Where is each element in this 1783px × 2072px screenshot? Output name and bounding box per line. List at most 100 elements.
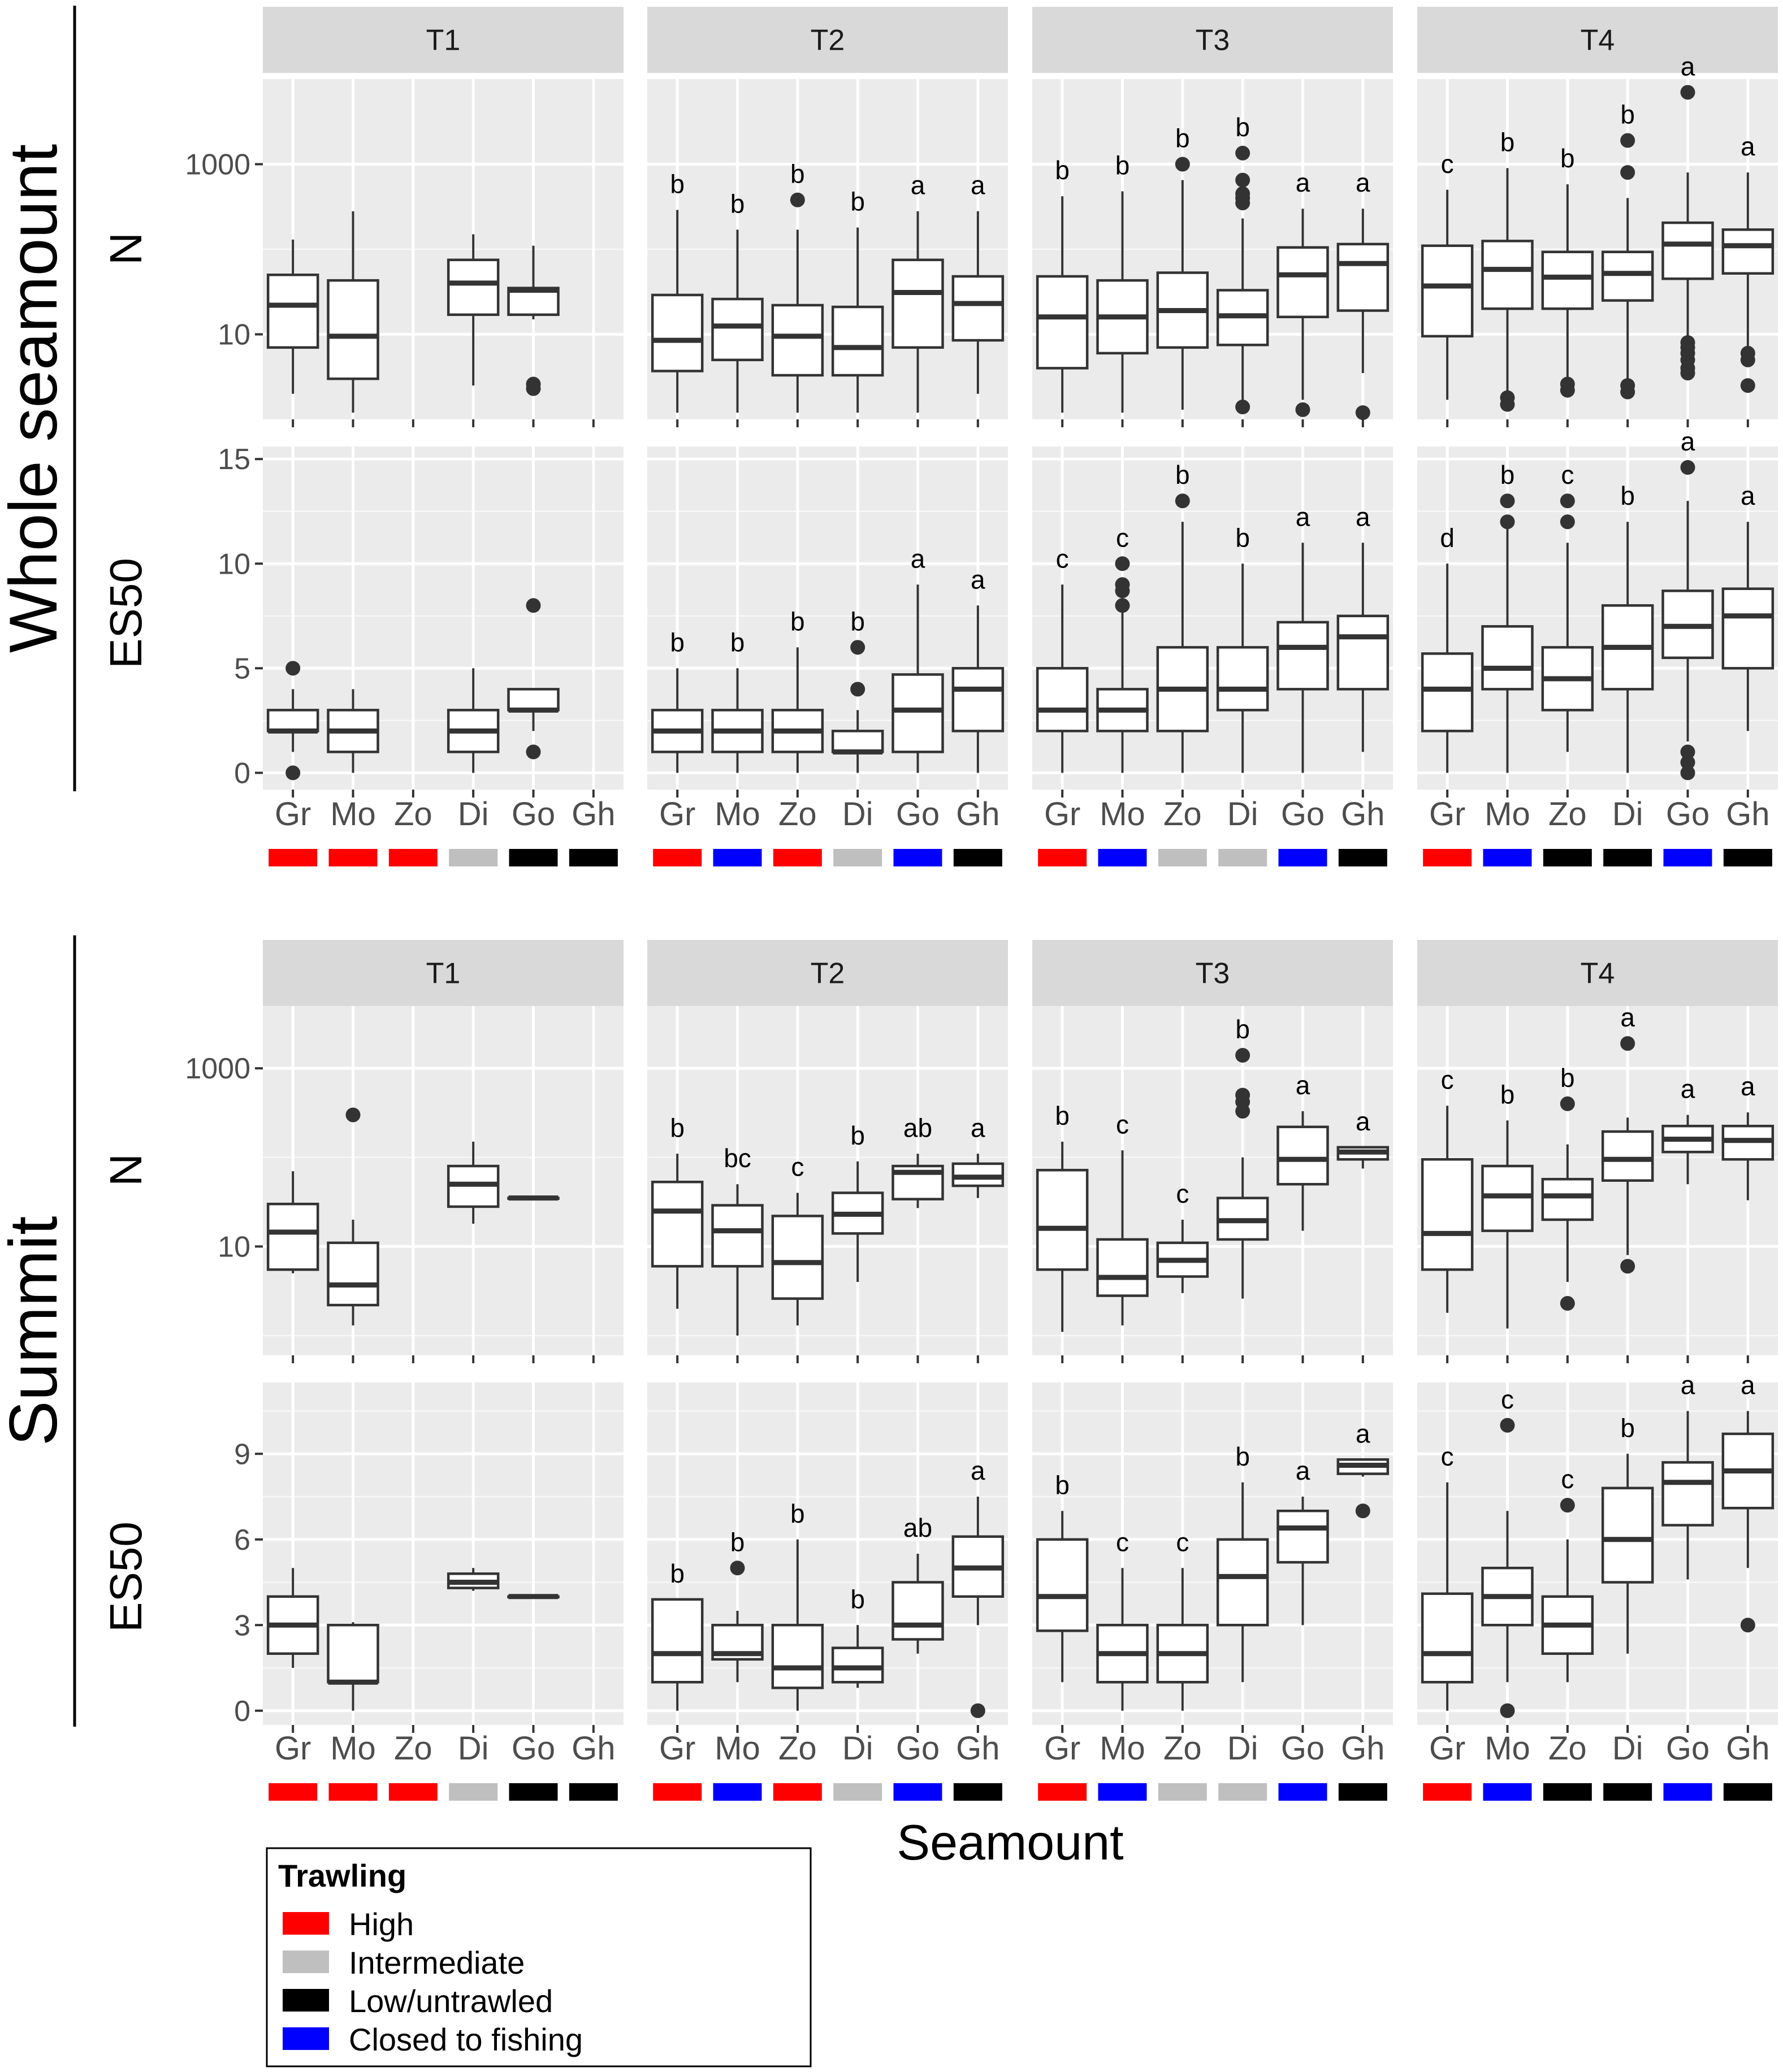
box-iqr — [507, 688, 560, 712]
trawling-bar-low — [1543, 849, 1592, 866]
box-iqr — [266, 709, 319, 732]
significance-letter: a — [1296, 1456, 1310, 1485]
box-mo: c — [1096, 1109, 1149, 1326]
x-tick-label-gh: Gh — [572, 1730, 615, 1767]
outlier-point — [1500, 514, 1515, 530]
legend-swatch-intermediate — [283, 1950, 329, 1973]
box-gr: b — [1036, 1101, 1089, 1332]
significance-letter: a — [1741, 1072, 1755, 1101]
panel-background — [263, 1006, 624, 1355]
outlier-point — [1680, 744, 1695, 760]
trawling-bar-low — [1603, 1783, 1652, 1801]
trawling-bar-high — [269, 1783, 318, 1801]
x-tick-label-go: Go — [896, 796, 940, 833]
box-gh: a — [951, 1456, 1005, 1718]
box-iqr — [1541, 1178, 1594, 1221]
box-gr — [266, 1568, 319, 1668]
trawling-bar-low — [509, 1783, 558, 1801]
x-tick-label-zo: Zo — [778, 1730, 817, 1767]
significance-letter: c — [1116, 523, 1129, 552]
legend-label-closed: Closed to fishing — [349, 2022, 583, 2057]
legend-swatch-low — [283, 1989, 329, 2012]
significance-letter: b — [1055, 155, 1070, 185]
outlier-point — [1235, 400, 1250, 415]
x-tick-label-di: Di — [842, 1730, 873, 1767]
x-tick-label-di: Di — [1227, 1730, 1258, 1767]
box-mo: c — [1096, 523, 1149, 773]
significance-letter: b — [670, 169, 685, 198]
y-tick-label-summit-es50: 0 — [234, 1695, 250, 1728]
box-mo: b — [711, 189, 764, 413]
box-iqr — [951, 275, 1005, 342]
legend-title: Trawling — [278, 1858, 406, 1893]
box-iqr — [711, 297, 764, 362]
significance-letter: b — [850, 606, 865, 636]
box-iqr — [327, 279, 379, 380]
box-gh: a — [1336, 1107, 1390, 1169]
box-zo: c — [1541, 460, 1594, 752]
panel-strip-label: T3 — [1196, 24, 1230, 57]
significance-letter: bc — [724, 1143, 751, 1173]
significance-letter: b — [1055, 1470, 1070, 1499]
significance-letter: a — [1681, 51, 1695, 81]
significance-letter: a — [1681, 1371, 1695, 1400]
box-di — [447, 234, 500, 386]
box-di: b — [831, 606, 884, 773]
box-iqr — [1661, 1461, 1714, 1527]
significance-letter: c — [1176, 1527, 1189, 1557]
box-go: ab — [892, 1513, 944, 1654]
box-go: a — [1276, 502, 1329, 773]
box-iqr — [266, 1202, 319, 1271]
legend-frame — [266, 1847, 812, 2067]
box-gh: a — [951, 171, 1005, 394]
panel-summit-es50-t4: c c c b a a Gr Mo Zo Di Go Gh — [1417, 1371, 1778, 1801]
significance-letter: a — [1356, 1419, 1370, 1448]
significance-letter: c — [1561, 1464, 1574, 1494]
panel-strip — [647, 7, 1008, 73]
x-tick-label-zo: Zo — [1163, 1730, 1202, 1767]
box-iqr — [1036, 275, 1089, 370]
significance-letter: a — [1296, 502, 1310, 531]
outlier-point — [1355, 405, 1370, 421]
box-di: b — [831, 1584, 884, 1688]
row-label-whole-n: N — [101, 232, 151, 265]
trawling-bar-high — [269, 849, 318, 866]
significance-letter: b — [730, 627, 745, 657]
box-iqr — [892, 258, 944, 349]
outlier-point — [285, 661, 301, 676]
significance-letter: b — [1055, 1101, 1070, 1130]
trawling-bar-low — [1603, 849, 1652, 866]
box-zo: c — [1156, 1179, 1209, 1293]
trawling-bar-closed — [1278, 1783, 1327, 1801]
box-go: a — [1661, 1074, 1714, 1185]
trawling-bar-low — [1723, 1783, 1772, 1801]
significance-letter: a — [1356, 502, 1370, 531]
x-tick-label-zo: Zo — [394, 796, 432, 833]
trawling-bar-closed — [1098, 849, 1147, 866]
box-go: a — [892, 171, 944, 413]
box-di — [447, 668, 500, 773]
x-tick-label-di: Di — [842, 796, 873, 833]
box-iqr — [1481, 1164, 1534, 1232]
box-go: a — [1661, 427, 1714, 781]
panel-summit-n-t1: T1 — [263, 940, 624, 1363]
outlier-point — [1740, 1618, 1755, 1633]
box-gh: a — [1721, 132, 1775, 393]
box-di: a — [1601, 1003, 1654, 1274]
outlier-point — [1680, 765, 1695, 781]
panel-strip-label: T4 — [1581, 24, 1615, 57]
trawling-bar-low — [509, 849, 558, 866]
significance-letter: a — [1741, 132, 1755, 161]
legend-swatch-high — [283, 1912, 329, 1935]
x-tick-label-mo: Mo — [715, 796, 760, 833]
y-tick-label-summit-n: 1000 — [185, 1052, 250, 1085]
outlier-point — [1115, 598, 1130, 613]
trawling-bar-closed — [1663, 1783, 1712, 1801]
box-iqr — [1276, 621, 1329, 691]
box-mo: b — [1481, 1080, 1534, 1329]
trawling-bar-intermediate — [449, 849, 498, 866]
outlier-point — [850, 640, 865, 655]
box-iqr — [1481, 625, 1534, 691]
y-tick-label-summit-es50: 6 — [234, 1524, 250, 1557]
x-axis-title: Seamount — [897, 1814, 1123, 1870]
